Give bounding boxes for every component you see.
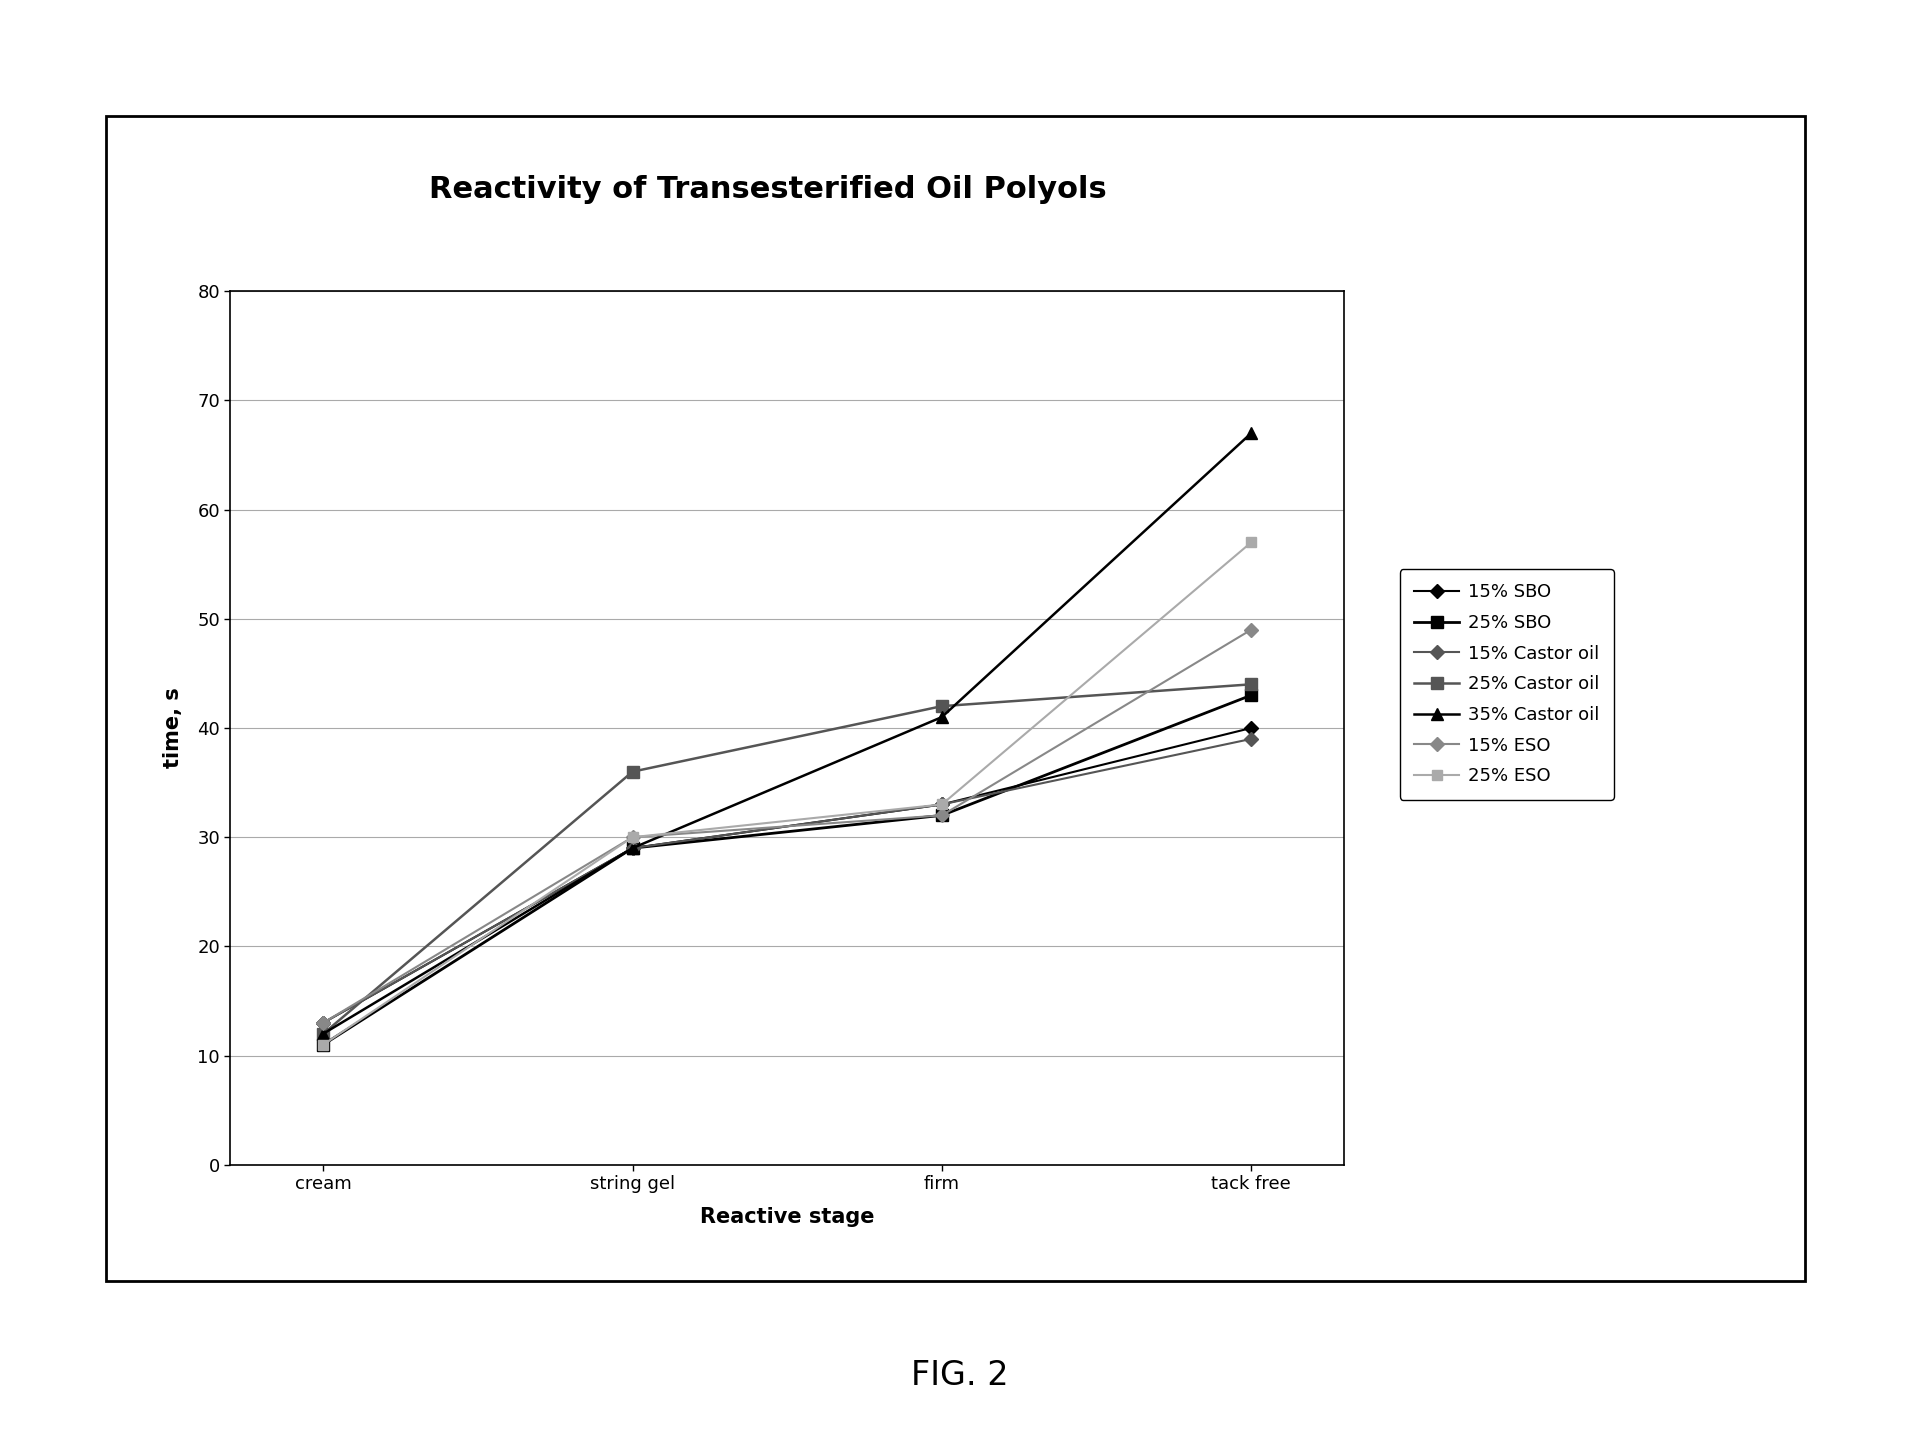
35% Castor oil	[311, 1025, 334, 1042]
15% Castor oil	[620, 839, 643, 856]
25% ESO	[620, 828, 643, 846]
Text: FIG. 2: FIG. 2	[912, 1360, 1008, 1392]
Line: 35% Castor oil: 35% Castor oil	[317, 427, 1258, 1040]
15% ESO	[931, 807, 954, 824]
Line: 15% ESO: 15% ESO	[319, 625, 1256, 1028]
35% Castor oil	[931, 708, 954, 725]
15% Castor oil	[931, 795, 954, 812]
15% SBO	[1240, 719, 1263, 737]
15% ESO	[620, 828, 643, 846]
15% SBO	[311, 1013, 334, 1031]
X-axis label: Reactive stage: Reactive stage	[701, 1207, 874, 1227]
25% ESO	[1240, 534, 1263, 552]
15% ESO	[311, 1013, 334, 1031]
25% SBO	[1240, 686, 1263, 703]
15% Castor oil	[311, 1013, 334, 1031]
35% Castor oil	[620, 839, 643, 856]
25% SBO	[931, 807, 954, 824]
25% SBO	[311, 1037, 334, 1054]
25% ESO	[931, 795, 954, 812]
Y-axis label: time, s: time, s	[163, 687, 182, 769]
15% SBO	[620, 839, 643, 856]
15% ESO	[1240, 620, 1263, 638]
25% Castor oil	[1240, 676, 1263, 693]
Text: Reactivity of Transesterified Oil Polyols: Reactivity of Transesterified Oil Polyol…	[430, 175, 1106, 204]
25% SBO	[620, 839, 643, 856]
25% Castor oil	[931, 697, 954, 715]
15% Castor oil	[1240, 731, 1263, 748]
25% ESO	[311, 1037, 334, 1054]
Line: 15% Castor oil: 15% Castor oil	[319, 734, 1256, 1028]
25% Castor oil	[311, 1025, 334, 1042]
Line: 25% Castor oil: 25% Castor oil	[317, 678, 1258, 1040]
Line: 25% SBO: 25% SBO	[317, 690, 1258, 1050]
Line: 25% ESO: 25% ESO	[319, 537, 1256, 1050]
25% Castor oil	[620, 763, 643, 780]
Legend: 15% SBO, 25% SBO, 15% Castor oil, 25% Castor oil, 35% Castor oil, 15% ESO, 25% E: 15% SBO, 25% SBO, 15% Castor oil, 25% Ca…	[1400, 569, 1615, 799]
Line: 15% SBO: 15% SBO	[319, 724, 1256, 1028]
35% Castor oil	[1240, 425, 1263, 443]
15% SBO	[931, 795, 954, 812]
